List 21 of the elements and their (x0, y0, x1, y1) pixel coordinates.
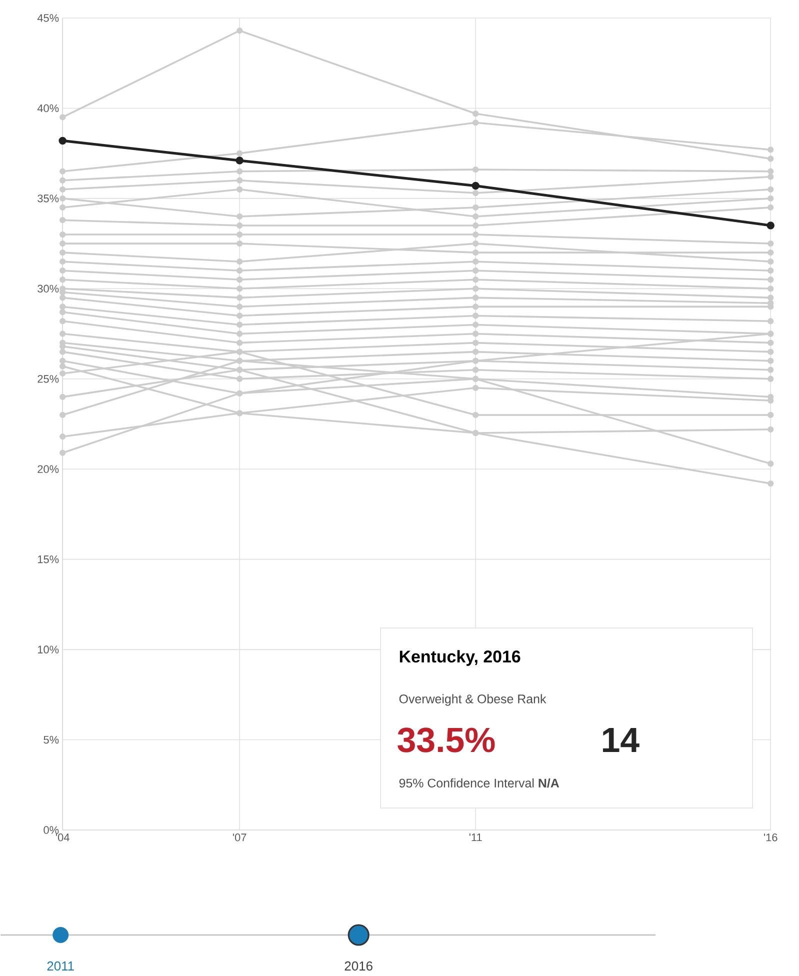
y-tick-label: 40% (38, 104, 59, 112)
annotation: Kentucky, 2016 (400, 650, 520, 666)
y-tick-label: 45% (38, 14, 59, 22)
x-tick-label: '16 (764, 834, 778, 842)
annotation: 14 (603, 728, 640, 752)
annotation: Overweight & Obese Rank (400, 694, 546, 706)
x-tick-label: '11 (470, 834, 482, 842)
y-tick-label: 35% (38, 194, 59, 202)
x-tick-label: '07 (233, 834, 246, 842)
y-tick-label: 30% (38, 284, 59, 293)
annotation: 33.5% (398, 728, 495, 752)
y-tick-label: 0% (44, 826, 59, 834)
y-tick-label: 25% (38, 375, 59, 383)
y-tick-label: 5% (44, 736, 59, 744)
y-tick-label: 20% (38, 465, 59, 473)
y-tick-label: 10% (38, 646, 59, 654)
x-tick-label: '04 (56, 834, 70, 842)
y-tick-label: 15% (38, 555, 59, 564)
annotation: 95% Confidence Interval N/A (400, 778, 560, 788)
text: 2011 (48, 961, 74, 971)
text: 2016 (345, 961, 373, 971)
